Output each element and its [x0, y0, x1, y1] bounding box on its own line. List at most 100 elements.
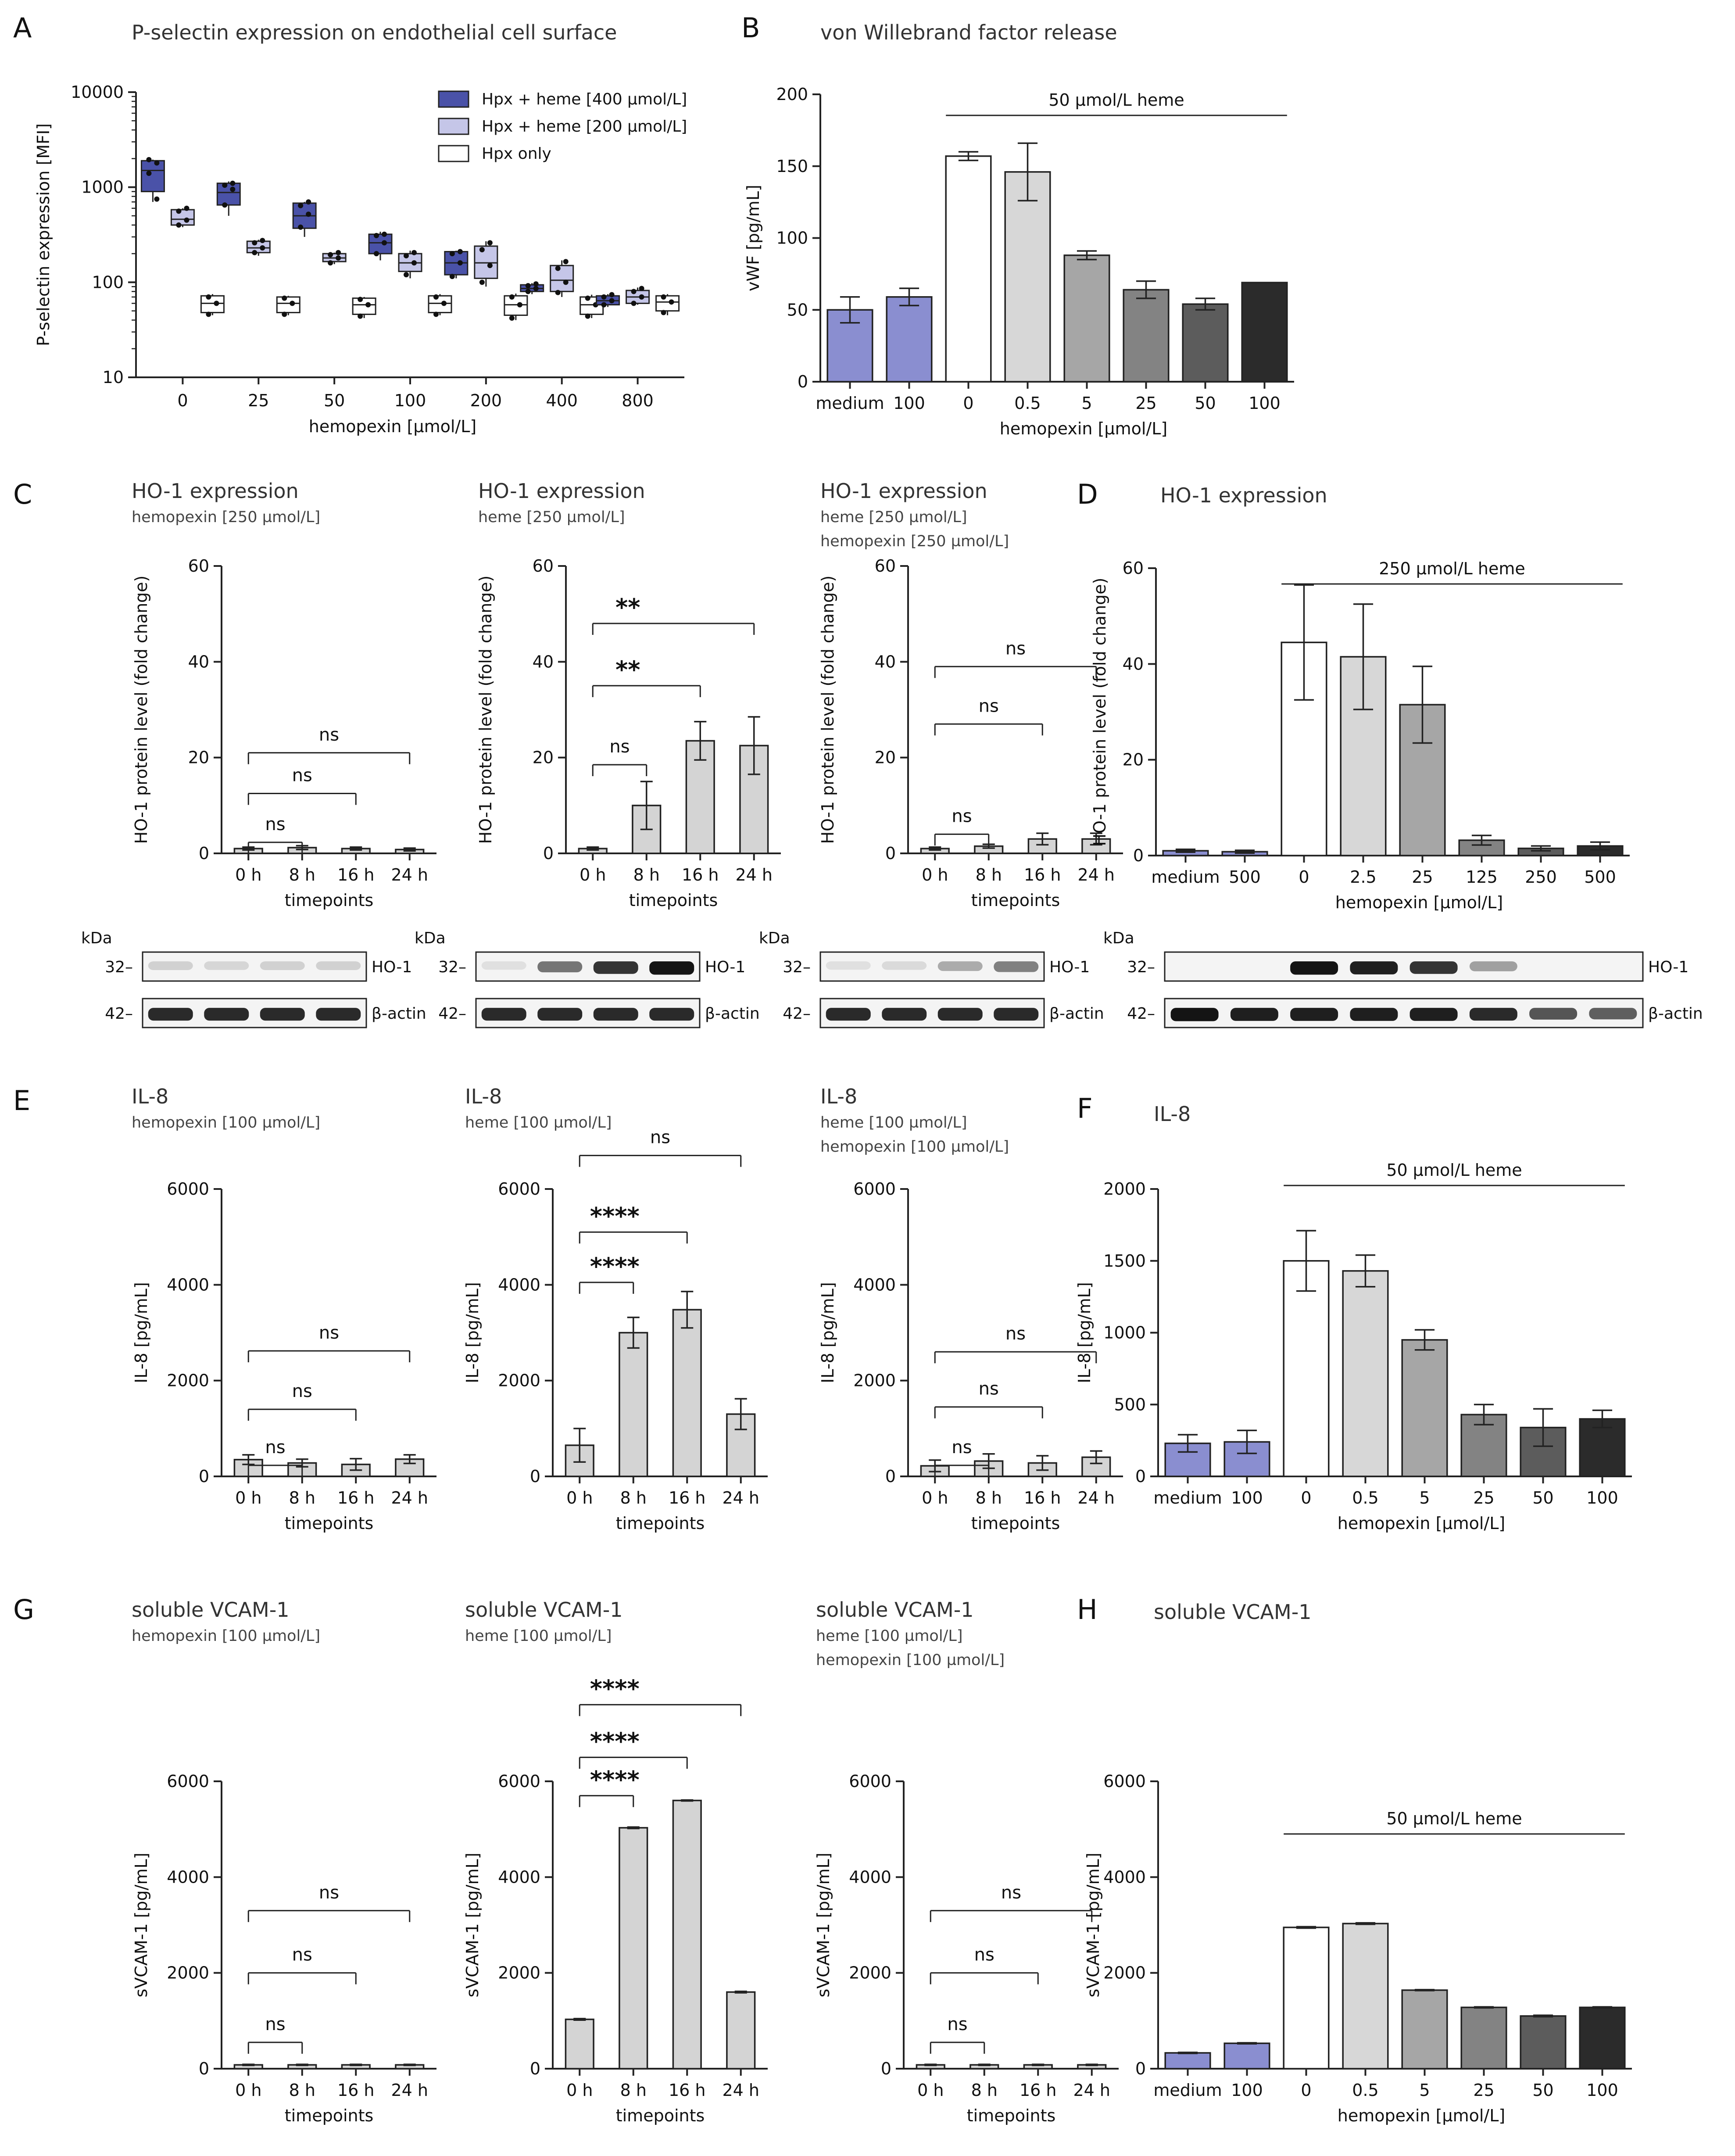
A-box — [352, 297, 376, 315]
F-x-tick-label: 50 — [1532, 1488, 1553, 1508]
F-bar — [1283, 1260, 1330, 1477]
C2-x-tick-label: 0 h — [580, 865, 606, 885]
C2-chart: 0 20 40 60 HO-1 protein level (fold change) 0… — [476, 556, 781, 910]
H-y-tick-label: 0 — [1135, 2059, 1146, 2078]
H-y-axis-label: sVCAM-1 [pg/mL] — [1084, 1853, 1103, 1998]
A-point — [585, 295, 590, 301]
A-point — [222, 183, 228, 188]
C2-marker: 42– — [438, 1005, 466, 1023]
C1-y-tick-label: 60 — [188, 556, 209, 576]
C3-x-tick-label: 16 h — [1024, 865, 1061, 885]
A-point — [176, 222, 182, 228]
A-box — [200, 295, 225, 313]
E1-sig-label: ns — [265, 1437, 285, 1458]
C3-band — [937, 961, 983, 971]
C2-title: HO-1 expression — [478, 479, 645, 503]
G2-subtitle: heme [100 µmol/L] — [465, 1627, 612, 1645]
B-x-tick-label: 100 — [1248, 394, 1281, 413]
E2-subtitle: heme [100 µmol/L] — [465, 1114, 612, 1132]
D-y-tick-label: 60 — [1123, 559, 1144, 578]
E2-title: IL-8 — [465, 1085, 502, 1108]
C3-band — [826, 961, 871, 970]
A-point — [411, 260, 417, 266]
D-band — [1290, 1008, 1338, 1021]
H-bar — [1520, 2015, 1567, 2070]
E1-x-axis-label: timepoints — [285, 1514, 374, 1533]
H-bar — [1579, 2006, 1626, 2070]
F-x-tick-label: 5 — [1419, 1488, 1430, 1508]
G2-sig-label: **** — [590, 1766, 640, 1794]
C2-marker: 32– — [438, 958, 466, 976]
H-heme-bracket-label: 50 µmol/L heme — [1386, 1809, 1522, 1828]
A-point — [411, 250, 417, 255]
D-x-tick-label: 2.5 — [1350, 867, 1376, 887]
A-point — [609, 292, 615, 297]
C1-chart: 0 20 40 60 HO-1 protein level (fold change) 0… — [132, 556, 436, 910]
E3-x-tick-label: 16 h — [1024, 1488, 1061, 1508]
A-point — [433, 312, 439, 317]
E2-bar — [672, 1309, 702, 1477]
H-y-tick-label: 2000 — [1103, 1963, 1146, 1983]
A-point — [525, 283, 531, 289]
H-x-tick-label: 100 — [1586, 2081, 1618, 2100]
B-x-tick-label: 5 — [1081, 394, 1092, 413]
D-heme-bracket-label: 250 µmol/L heme — [1379, 559, 1525, 578]
panel-label-B: B — [741, 12, 760, 44]
A-point — [555, 265, 561, 271]
E3-sig-label: ns — [952, 1437, 972, 1458]
C2-band — [537, 961, 583, 973]
H-x-tick-label: medium — [1153, 2081, 1222, 2100]
C2-band-label: β-actin — [705, 1005, 760, 1023]
A-box — [368, 233, 393, 254]
A-box — [428, 295, 452, 313]
A-point — [479, 247, 485, 253]
D-band — [1409, 1008, 1458, 1021]
E2-x-tick-label: 0 h — [566, 1488, 593, 1508]
E3-sig-label: ns — [979, 1379, 999, 1399]
C2-y-tick-label: 40 — [533, 652, 554, 671]
G2-bar — [672, 1799, 702, 2070]
G3-sig-label: ns — [974, 1945, 994, 1965]
A-point — [441, 301, 447, 306]
C2-band — [481, 1008, 526, 1021]
H-bar — [1164, 2052, 1211, 2070]
E1-x-tick-label: 8 h — [289, 1488, 315, 1508]
A-legend-label: Hpx only — [482, 145, 551, 163]
G2-x-axis-label: timepoints — [616, 2106, 705, 2125]
C1-kda-label: kDa — [81, 929, 112, 947]
F-y-tick-label: 500 — [1114, 1395, 1146, 1414]
A-point — [639, 294, 644, 300]
C3-x-tick-label: 8 h — [976, 865, 1002, 885]
E2-x-tick-label: 8 h — [620, 1488, 647, 1508]
A-point — [457, 260, 463, 266]
B-bar — [1123, 289, 1170, 383]
D-blot-frame — [1164, 951, 1644, 982]
E2-x-axis-label: timepoints — [616, 1514, 705, 1533]
C1-title: HO-1 expression — [132, 479, 299, 503]
A-point — [631, 301, 637, 306]
A-box — [655, 295, 680, 312]
D-band-label: HO-1 — [1648, 958, 1688, 976]
G2-y-axis-label: sVCAM-1 [pg/mL] — [463, 1853, 482, 1998]
A-box — [504, 295, 528, 316]
D-x-tick-label: 0 — [1299, 867, 1309, 887]
G1-x-axis-label: timepoints — [285, 2106, 374, 2125]
A-chart: P-selectin expression on endothelial cel… — [34, 21, 687, 436]
G1-x-tick-label: 24 h — [391, 2081, 428, 2100]
G1-y-tick-label: 4000 — [167, 1867, 209, 1887]
A-point — [639, 286, 644, 291]
A-box — [276, 296, 300, 313]
panel-label-F: F — [1077, 1092, 1093, 1125]
B-bar — [1241, 282, 1288, 383]
E3-subtitle: heme [100 µmol/L] — [820, 1114, 967, 1132]
C2-x-tick-label: 16 h — [682, 865, 719, 885]
E3-y-tick-label: 2000 — [853, 1371, 896, 1390]
C3-band-label: β-actin — [1049, 1005, 1104, 1023]
A-point — [306, 199, 311, 205]
G3-y-tick-label: 4000 — [849, 1867, 891, 1887]
B-x-tick-label: 25 — [1135, 394, 1156, 413]
F-y-axis-label: IL-8 [pg/mL] — [1075, 1282, 1094, 1383]
A-point — [358, 297, 363, 302]
B-chart: 0 50 100 150 200 vWF [pg/mL] medium 100 0 0.5 5 25 5… — [744, 85, 1294, 438]
